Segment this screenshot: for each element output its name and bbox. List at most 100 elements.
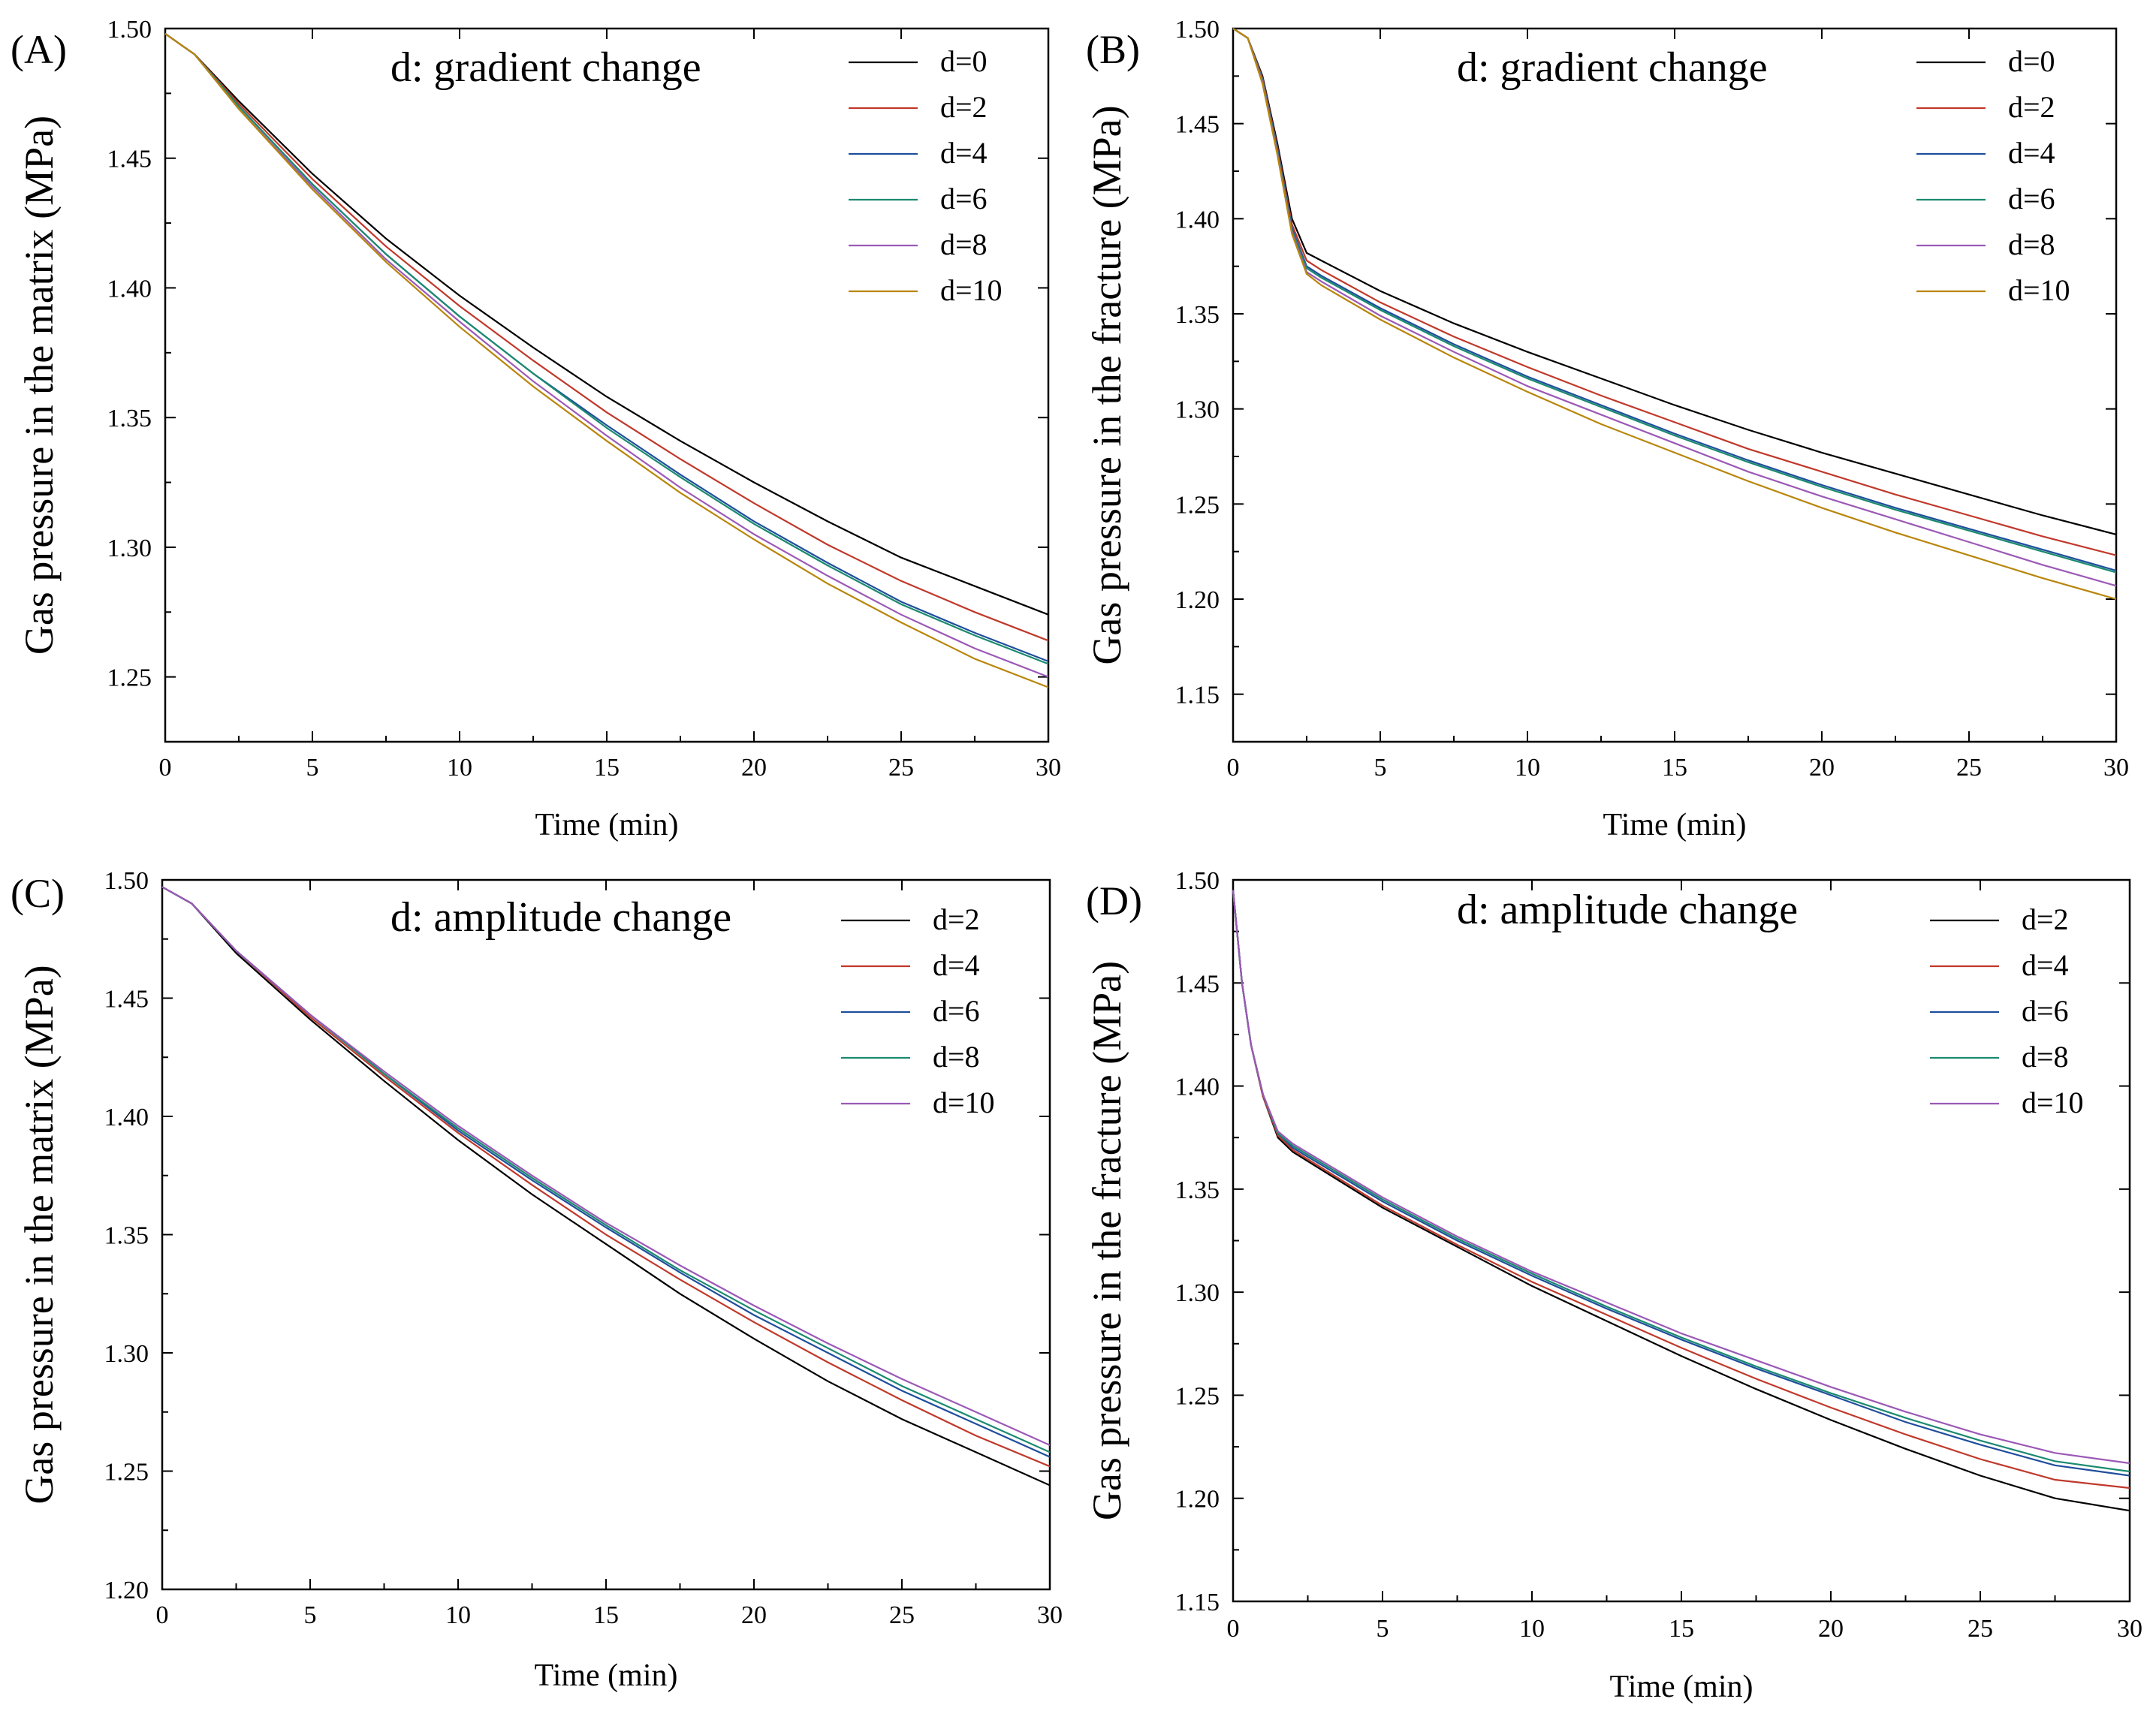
x-tick-label: 30 <box>2117 1615 2142 1643</box>
chart-panel-b: 0 5 10 15 20 25 30 1.15 1.20 1.25 1.30 1.35 1.40 1.45… <box>1084 16 2129 842</box>
chart-annotation: d: amplitude change <box>1457 887 1798 933</box>
y-tick-label: 1.45 <box>104 986 149 1014</box>
x-tick-label: 15 <box>1662 754 1687 782</box>
series-line-d2 <box>164 33 1049 642</box>
series-line-d2 <box>161 886 1051 1487</box>
chart-annotation: d: amplitude change <box>390 894 731 941</box>
x-tick-label: 5 <box>1374 754 1387 782</box>
y-tick-label: 1.35 <box>104 1222 149 1250</box>
series-line-d10 <box>1232 28 2117 601</box>
x-tick-label: 10 <box>1515 754 1540 782</box>
y-tick-label: 1.20 <box>1175 1486 1220 1514</box>
y-axis-label: Gas pressure in the matrix (MPa) <box>17 965 62 1504</box>
legend-label: d=4 <box>933 948 980 982</box>
x-tick-label: 15 <box>1669 1615 1694 1643</box>
x-tick-label: 0 <box>1227 754 1240 782</box>
panel-label: (D) <box>1086 878 1142 923</box>
y-axis-label: Gas pressure in the matrix (MPa) <box>17 116 62 655</box>
x-tick-label: 10 <box>447 754 472 782</box>
legend-label: d=10 <box>2008 273 2070 307</box>
legend-label: d=8 <box>2022 1040 2069 1074</box>
plot-frame <box>1232 878 2131 1603</box>
legend-label: d=2 <box>933 902 980 936</box>
legend-label: d=6 <box>940 182 988 215</box>
x-tick-label: 30 <box>1037 1601 1063 1629</box>
y-tick-label: 1.30 <box>1175 1279 1220 1307</box>
series-line-d6 <box>164 33 1049 665</box>
x-tick-label: 20 <box>741 1601 767 1629</box>
legend-label: d=6 <box>933 994 980 1028</box>
x-tick-label: 5 <box>1377 1615 1389 1643</box>
y-tick-label: 1.25 <box>104 1459 149 1487</box>
x-tick-label: 0 <box>156 1601 169 1629</box>
x-tick-label: 25 <box>1956 754 1982 782</box>
legend-label: d=4 <box>940 136 988 170</box>
x-tick-label: 20 <box>741 754 767 782</box>
x-tick-label: 20 <box>1818 1615 1844 1643</box>
y-tick-label: 1.15 <box>1175 682 1220 709</box>
y-tick-label: 1.50 <box>1175 867 1220 895</box>
x-tick-label: 30 <box>1036 754 1061 782</box>
x-tick-label: 0 <box>1227 1615 1240 1643</box>
legend-label: d=4 <box>2008 136 2055 170</box>
legend-label: d=2 <box>940 90 988 124</box>
legend-label: d=10 <box>940 273 1003 307</box>
chart-annotation: d: gradient change <box>1457 44 1768 91</box>
x-tick-label: 15 <box>593 1601 619 1629</box>
y-tick-label: 1.50 <box>107 16 152 44</box>
legend-label: d=0 <box>940 44 988 78</box>
x-axis-label: Time (min) <box>535 808 679 842</box>
x-tick-label: 0 <box>159 754 172 782</box>
y-tick-label: 1.25 <box>107 664 152 692</box>
series-line-d8 <box>1232 890 2130 1473</box>
x-tick-label: 10 <box>445 1601 471 1629</box>
series-line-d10 <box>164 33 1049 688</box>
legend-label: d=4 <box>2022 948 2069 982</box>
x-tick-label: 10 <box>1519 1615 1545 1643</box>
y-tick-label: 1.45 <box>107 146 152 173</box>
y-tick-label: 1.15 <box>1175 1589 1220 1616</box>
x-tick-label: 25 <box>889 1601 915 1629</box>
legend-label: d=0 <box>2008 44 2055 78</box>
legend-label: d=6 <box>2022 994 2069 1028</box>
y-tick-label: 1.40 <box>107 275 152 303</box>
y-axis-label: Gas pressure in the fracture (MPa) <box>1084 105 1129 664</box>
y-axis-label: Gas pressure in the fracture (MPa) <box>1084 961 1129 1520</box>
y-tick-label: 1.35 <box>1175 1176 1220 1204</box>
y-tick-label: 1.30 <box>1175 396 1220 424</box>
y-tick-label: 1.40 <box>104 1104 149 1131</box>
panel-label: (B) <box>1086 27 1140 72</box>
y-tick-label: 1.40 <box>1175 1074 1220 1101</box>
chart-panel-c: 0 5 10 15 20 25 30 1.20 1.25 1.30 1.35 1.40 1.45 1.50… <box>11 867 1063 1693</box>
series-line-d2 <box>1232 890 2130 1512</box>
series-line-d10 <box>1232 890 2130 1465</box>
legend-label: d=8 <box>933 1040 980 1074</box>
legend-label: d=2 <box>2008 90 2055 124</box>
panel-label: (C) <box>11 871 65 916</box>
y-tick-label: 1.20 <box>1175 586 1220 614</box>
y-tick-label: 1.35 <box>107 405 152 432</box>
x-axis-label: Time (min) <box>535 1658 678 1693</box>
series-line-d0 <box>164 33 1049 616</box>
legend-label: d=10 <box>2022 1086 2084 1119</box>
series-line-d10 <box>161 886 1051 1446</box>
legend-label: d=10 <box>933 1086 995 1119</box>
chart-panel-a: 0 5 10 15 20 25 30 1.25 1.30 1.35 1.40 1.45 1.50 Time… <box>11 16 1061 842</box>
series-line-d6 <box>1232 890 2130 1477</box>
x-axis-label: Time (min) <box>1610 1670 1753 1704</box>
y-tick-label: 1.30 <box>104 1340 149 1368</box>
y-tick-label: 1.35 <box>1175 301 1220 329</box>
x-tick-label: 15 <box>594 754 620 782</box>
x-tick-label: 5 <box>304 1601 317 1629</box>
y-tick-label: 1.20 <box>104 1577 149 1604</box>
x-axis-label: Time (min) <box>1603 808 1747 842</box>
y-tick-label: 1.45 <box>1175 111 1220 139</box>
chart-annotation: d: gradient change <box>390 44 701 91</box>
panel-label: (A) <box>11 27 67 72</box>
x-tick-label: 5 <box>306 754 319 782</box>
y-tick-label: 1.50 <box>1175 16 1220 44</box>
y-tick-label: 1.40 <box>1175 206 1220 233</box>
x-tick-label: 20 <box>1809 754 1835 782</box>
